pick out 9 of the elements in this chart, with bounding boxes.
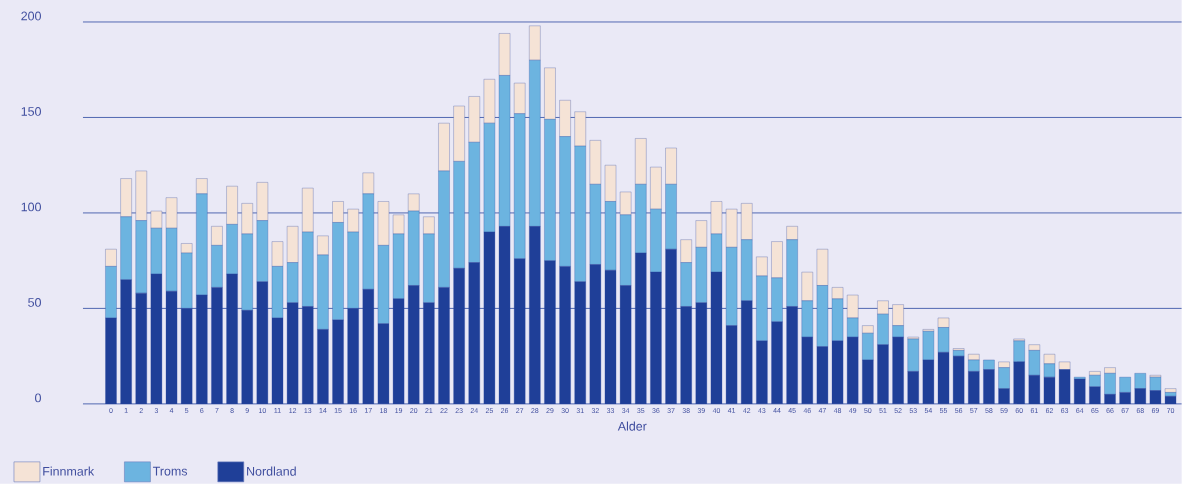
y-tick-label: 100 <box>21 202 41 212</box>
y-tick-label: 0 <box>35 393 41 403</box>
y-tick-label: 50 <box>28 297 41 307</box>
y-tick-label: 200 <box>21 11 41 21</box>
legend-label: Nordland <box>247 466 296 476</box>
legend-label: Troms <box>152 466 188 476</box>
y-tick-label: 150 <box>21 107 41 116</box>
x-axis-title: Alder <box>617 421 647 431</box>
legend-label: Finnmark <box>43 466 95 476</box>
